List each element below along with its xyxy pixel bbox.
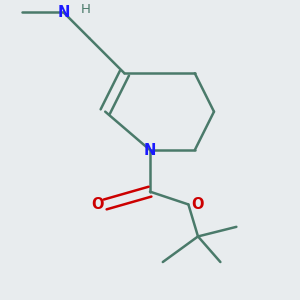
Text: N: N bbox=[57, 5, 70, 20]
Text: O: O bbox=[192, 197, 204, 212]
Text: H: H bbox=[80, 3, 90, 16]
Text: N: N bbox=[144, 142, 156, 158]
Text: O: O bbox=[91, 197, 103, 212]
